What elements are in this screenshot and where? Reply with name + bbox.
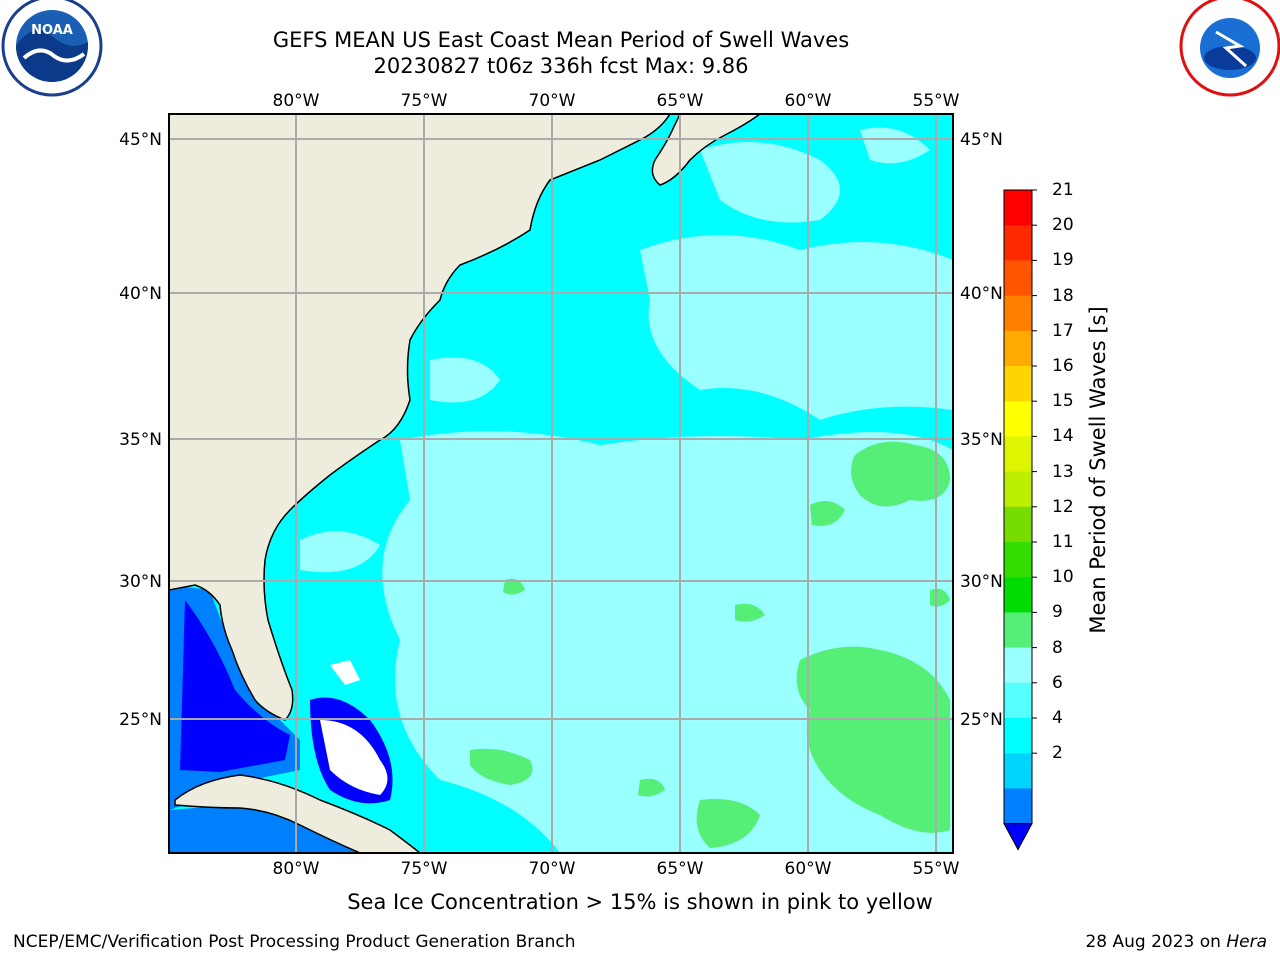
colorbar-tick-label: 4 bbox=[1052, 708, 1063, 728]
chart-title: GEFS MEAN US East Coast Mean Period of S… bbox=[272, 28, 850, 52]
lon-label: 70°W bbox=[529, 859, 576, 879]
colorbar-bin bbox=[1004, 471, 1032, 508]
colorbar-bin bbox=[1004, 260, 1032, 297]
colorbar-bin bbox=[1004, 295, 1032, 332]
map-frame bbox=[168, 113, 954, 854]
colorbar-tick-label: 6 bbox=[1052, 672, 1063, 693]
national-weather-service-logo bbox=[1179, 0, 1280, 97]
lat-label: 45°N bbox=[119, 130, 162, 150]
colorbar-tick-label: 11 bbox=[1052, 532, 1074, 552]
north-america-land bbox=[169, 114, 671, 721]
lon-label: 55°W bbox=[913, 859, 960, 879]
graticule bbox=[169, 114, 953, 853]
lon-label: 75°W bbox=[401, 91, 448, 111]
footer-date-text: 28 Aug 2023 on bbox=[1085, 932, 1227, 952]
colorbar-bin bbox=[1004, 542, 1032, 578]
colorbar-tick-label: 9 bbox=[1052, 602, 1063, 623]
colorbar-bin bbox=[1004, 436, 1032, 473]
lon-label: 80°W bbox=[273, 91, 320, 111]
colorbar-bin bbox=[1004, 788, 1032, 825]
colorbar-extend-triangle bbox=[1003, 823, 1033, 851]
noaa-logo: NOAA bbox=[1, 0, 103, 97]
colorbar-bin bbox=[1004, 682, 1032, 719]
cuba-land bbox=[174, 774, 422, 853]
lat-label: 40°N bbox=[119, 284, 162, 304]
lon-label: 65°W bbox=[657, 859, 704, 879]
colorbar-tick-label: 10 bbox=[1052, 567, 1074, 588]
sea-ice-caption: Sea Ice Concentration > 15% is shown in … bbox=[347, 890, 933, 914]
lon-labels-bottom: 80°W 75°W 70°W 65°W 60°W 55°W bbox=[273, 859, 960, 879]
lat-labels-left: 45°N 40°N 35°N 30°N 25°N bbox=[119, 130, 162, 730]
colorbar-bin bbox=[1004, 753, 1032, 789]
lat-labels-right: 45°N 40°N 35°N 30°N 25°N bbox=[960, 130, 1003, 730]
lon-label: 75°W bbox=[401, 859, 448, 879]
colorbar-tick-label: 14 bbox=[1052, 426, 1074, 447]
colorbar-tick-label: 15 bbox=[1052, 391, 1074, 412]
lon-label: 60°W bbox=[785, 91, 832, 111]
colorbar-tick-label: 12 bbox=[1052, 496, 1074, 517]
swell-9-10s-areas bbox=[470, 441, 950, 848]
colorbar-tick-label: 21 bbox=[1052, 180, 1074, 200]
colorbar-bin bbox=[1004, 366, 1032, 402]
lon-label: 55°W bbox=[913, 91, 960, 111]
svg-text:NOAA: NOAA bbox=[31, 23, 73, 38]
lon-label: 60°W bbox=[785, 859, 832, 879]
lon-label: 70°W bbox=[529, 91, 576, 111]
lon-label: 65°W bbox=[657, 91, 704, 111]
chart-subtitle: 20230827 t06z 336h fcst Max: 9.86 bbox=[373, 54, 749, 78]
colorbar-tick-label: 20 bbox=[1052, 215, 1074, 236]
footer-date: 28 Aug 2023 on Hera bbox=[1085, 932, 1267, 952]
lat-label: 35°N bbox=[960, 430, 1003, 450]
lat-label: 35°N bbox=[119, 430, 162, 450]
colorbar-bin bbox=[1004, 612, 1032, 649]
map-area bbox=[169, 114, 953, 853]
lat-label: 25°N bbox=[960, 710, 1003, 730]
lon-label: 80°W bbox=[273, 859, 320, 879]
colorbar-bin bbox=[1004, 330, 1032, 367]
colorbar-tick-label: 13 bbox=[1052, 461, 1074, 482]
colorbar-bin bbox=[1004, 225, 1032, 261]
colorbar-tick-label: 16 bbox=[1052, 356, 1074, 376]
colorbar-tick-label: 8 bbox=[1052, 637, 1063, 658]
colorbar-bin bbox=[1004, 401, 1032, 437]
colorbar-bin bbox=[1004, 647, 1032, 684]
lat-label: 30°N bbox=[960, 572, 1003, 592]
lat-label: 45°N bbox=[960, 130, 1003, 150]
lat-label: 30°N bbox=[119, 572, 162, 592]
colorbar-tick-label: 17 bbox=[1052, 320, 1074, 341]
colorbar-title: Mean Period of Swell Waves [s] bbox=[1086, 306, 1110, 634]
colorbar-tick-label: 18 bbox=[1052, 285, 1074, 306]
colorbar bbox=[1003, 189, 1037, 851]
footer-credit: NCEP/EMC/Verification Post Processing Pr… bbox=[13, 932, 576, 952]
footer-host: Hera bbox=[1226, 932, 1267, 952]
lon-labels-top: 80°W 75°W 70°W 65°W 60°W 55°W bbox=[273, 91, 960, 111]
colorbar-bin bbox=[1004, 718, 1032, 754]
lat-label: 40°N bbox=[960, 284, 1003, 304]
colorbar-tick-label: 2 bbox=[1052, 743, 1063, 764]
lat-label: 25°N bbox=[119, 710, 162, 730]
colorbar-bin bbox=[1004, 577, 1032, 613]
colorbar-bin bbox=[1004, 506, 1032, 543]
colorbar-tick-label: 19 bbox=[1052, 250, 1074, 271]
colorbar-bin bbox=[1004, 190, 1032, 226]
bahamas-land bbox=[320, 660, 388, 795]
